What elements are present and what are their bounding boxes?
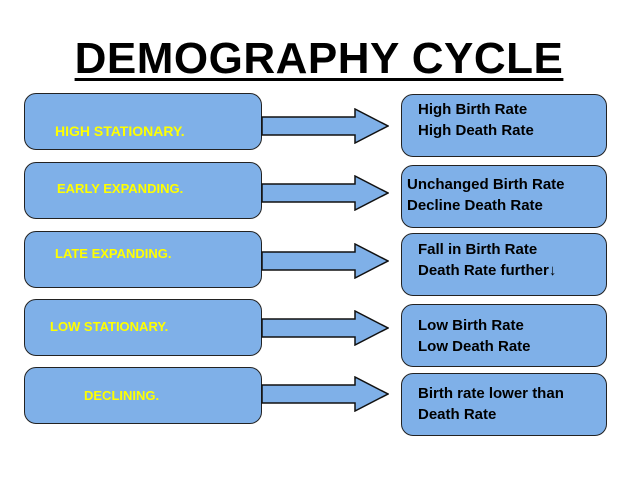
outcome-box-declining: Birth rate lower than Death Rate bbox=[401, 373, 607, 436]
outcome-line: Unchanged Birth Rate bbox=[407, 176, 565, 193]
stage-box-high-stationary: HIGH STATIONARY. bbox=[24, 93, 262, 150]
stage-label: LATE EXPANDING. bbox=[55, 246, 172, 261]
arrow-icon bbox=[261, 243, 389, 279]
outcome-box-low-stationary: Low Birth Rate Low Death Rate bbox=[401, 304, 607, 367]
stage-label: EARLY EXPANDING. bbox=[57, 181, 184, 196]
outcome-line: Birth rate lower than bbox=[418, 385, 564, 402]
arrow-icon bbox=[261, 310, 389, 346]
stage-label: HIGH STATIONARY. bbox=[55, 123, 185, 139]
outcome-line: Death Rate bbox=[418, 406, 497, 423]
stage-box-declining: DECLINING. bbox=[24, 367, 262, 424]
arrow-icon bbox=[261, 175, 389, 211]
outcome-line: Decline Death Rate bbox=[407, 197, 543, 214]
outcome-line: High Death Rate bbox=[418, 122, 534, 139]
outcome-line: Low Birth Rate bbox=[418, 317, 524, 334]
outcome-box-high-stationary: High Birth Rate High Death Rate bbox=[401, 94, 607, 157]
page-title: DEMOGRAPHY CYCLE bbox=[74, 34, 564, 83]
stage-label: LOW STATIONARY. bbox=[50, 319, 169, 334]
outcome-box-early-expanding: Unchanged Birth Rate Decline Death Rate bbox=[401, 165, 607, 228]
outcome-line: High Birth Rate bbox=[418, 101, 528, 118]
stage-box-low-stationary: LOW STATIONARY. bbox=[24, 299, 262, 356]
outcome-line: Death Rate further↓ bbox=[418, 262, 557, 279]
outcome-line: Fall in Birth Rate bbox=[418, 241, 538, 258]
stage-box-late-expanding: LATE EXPANDING. bbox=[24, 231, 262, 288]
stage-label: DECLINING. bbox=[84, 388, 160, 403]
outcome-line: Low Death Rate bbox=[418, 338, 531, 355]
outcome-box-late-expanding: Fall in Birth Rate Death Rate further↓ bbox=[401, 233, 607, 296]
arrow-icon bbox=[261, 108, 389, 144]
stage-box-early-expanding: EARLY EXPANDING. bbox=[24, 162, 262, 219]
arrow-icon bbox=[261, 376, 389, 412]
